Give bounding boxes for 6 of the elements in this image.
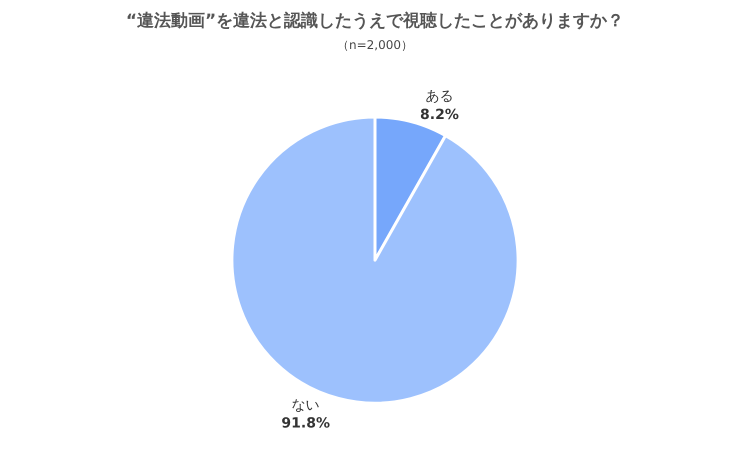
- slice-label: ある: [425, 88, 454, 105]
- chart-title: “違法動画”を違法と認識したうえで視聴したことがありますか？: [126, 11, 624, 32]
- chart-subtitle: （n=2,000）: [337, 38, 414, 52]
- slice-label: ない: [292, 397, 320, 414]
- data-label: 91.8%: [281, 416, 330, 432]
- data-label: 8.2%: [420, 106, 459, 123]
